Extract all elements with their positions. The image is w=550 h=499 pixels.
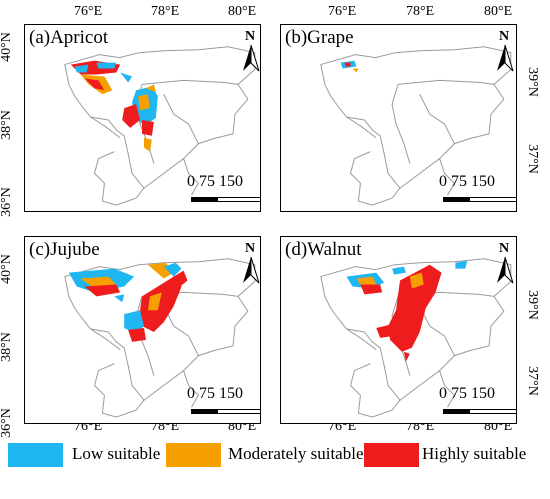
north-arrow: N: [240, 29, 260, 73]
scale-labels: 0 75 150: [187, 385, 243, 402]
legend-label-high: Highly suitable: [422, 444, 527, 463]
map-grape: [320, 46, 512, 206]
panel-jujube: (c)Jujube N 0 75 150 km: [24, 236, 261, 424]
scale-bar: 0 75 150 km: [187, 173, 260, 207]
north-label: N: [245, 241, 256, 256]
x-tick-top-80: 80°E: [228, 4, 257, 19]
scale-bar-graphic: [443, 409, 516, 414]
scale-labels: 0 75 150: [187, 173, 243, 190]
map-apricot: [64, 46, 256, 206]
north-arrow-icon: [243, 256, 260, 284]
legend-swatch-low: [8, 443, 63, 467]
scale-bar-graphic: [443, 197, 516, 202]
y-tick-c-38: 38°N: [0, 332, 14, 362]
north-arrow: N: [494, 241, 516, 285]
suitability-grape: [340, 60, 359, 73]
legend-label-moderate: Moderately suitable: [228, 444, 364, 463]
y-tick-c-36: 36°N: [0, 408, 14, 438]
y-tick-d-39: 39°N: [524, 290, 540, 320]
scale-bar-graphic: [191, 409, 260, 414]
y-tick-a-36: 36°N: [0, 187, 14, 217]
panel-title: (d)Walnut: [285, 239, 362, 260]
north-arrow: N: [240, 241, 260, 285]
y-tick-a-40: 40°N: [0, 32, 14, 62]
scale-bar: 0 75 150 km: [439, 385, 516, 419]
suitability-walnut: [346, 260, 468, 362]
north-arrow-icon: [497, 256, 514, 284]
suitability-apricot: [70, 60, 158, 152]
legend-swatch-moderate: [166, 443, 221, 467]
y-tick-b-37: 37°N: [524, 144, 540, 174]
north-label: N: [499, 29, 510, 44]
scale-labels: 0 75 150: [439, 173, 495, 190]
north-label: N: [499, 241, 510, 256]
north-arrow-icon: [497, 44, 514, 72]
scale-bar-graphic: [191, 197, 260, 202]
scale-bar: 0 75 150 km: [187, 385, 260, 419]
legend-swatch-high: [364, 443, 419, 467]
y-tick-c-40: 40°N: [0, 254, 14, 284]
y-tick-a-38: 38°N: [0, 110, 14, 140]
suitability-jujube: [68, 262, 188, 342]
scale-labels: 0 75 150: [439, 385, 495, 402]
y-tick-d-37: 37°N: [524, 366, 540, 396]
map-walnut: [320, 258, 512, 418]
panel-title: (a)Apricot: [29, 27, 109, 48]
x-tick-top-80b: 80°E: [484, 4, 513, 19]
scale-bar: 0 75 150 km: [439, 173, 516, 207]
panel-walnut: (d)Walnut N 0 75 150 km: [280, 236, 517, 424]
x-tick-top-78b: 78°E: [406, 4, 435, 19]
x-tick-top-76: 76°E: [74, 4, 103, 19]
panel-apricot: (a)Apricot N 0 75 150 km: [24, 24, 261, 212]
map-jujube: [64, 258, 256, 418]
panel-grape: (b)Grape N 0 75 150 km: [280, 24, 517, 212]
x-tick-top-76b: 76°E: [328, 4, 357, 19]
north-label: N: [245, 29, 256, 44]
x-tick-top-78: 78°E: [151, 4, 180, 19]
legend-label-low: Low suitable: [72, 444, 161, 463]
panel-title: (b)Grape: [285, 27, 354, 48]
north-arrow-icon: [243, 44, 260, 72]
legend: Low suitable Moderately suitable Highly …: [0, 441, 550, 471]
panel-title: (c)Jujube: [29, 239, 100, 260]
y-tick-b-39: 39°N: [524, 67, 540, 97]
north-arrow: N: [494, 29, 516, 73]
